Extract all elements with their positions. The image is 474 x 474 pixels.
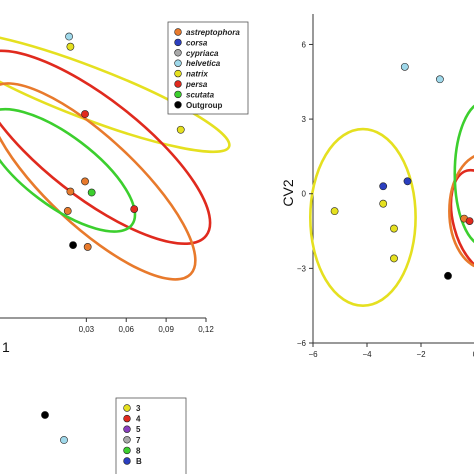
bottom-legend-label-8: 8 bbox=[136, 446, 141, 455]
left-point-natrix-3 bbox=[176, 125, 185, 134]
left-point-astreptophora-7 bbox=[63, 207, 72, 215]
left-x-ticks: 0,03 0,06 0,09 0,12 bbox=[79, 318, 214, 334]
bottom-legend-marker-B bbox=[123, 457, 131, 465]
left-legend-label-cypriaca: cypriaca bbox=[186, 49, 219, 58]
right-point-natrix-5 bbox=[330, 207, 339, 216]
right-point-natrix-4 bbox=[379, 199, 388, 208]
bottom-legend-marker-4 bbox=[123, 414, 131, 423]
left-x-axis-label: 1 bbox=[2, 339, 10, 355]
right-ellipses bbox=[309, 104, 474, 307]
left-legend-marker-natrix bbox=[174, 69, 182, 78]
left-legend-label-astreptophora: astreptophora bbox=[186, 28, 240, 37]
right-y-axis-label: CV2 bbox=[280, 179, 296, 206]
right-ticks: −6 −4 −2 0 6 3 0 −3 −6 bbox=[297, 40, 474, 359]
left-point-persa-8 bbox=[130, 205, 139, 214]
left-legend-label-persa: persa bbox=[185, 80, 208, 89]
right-y-tick-label-3: −3 bbox=[297, 264, 307, 273]
left-legend-marker-astreptophora bbox=[174, 28, 182, 36]
right-x-tick-label-0: −6 bbox=[308, 350, 318, 359]
right-point-corsa-3 bbox=[403, 177, 412, 186]
bottom-legend-marker-5 bbox=[123, 425, 131, 433]
left-point-astreptophora-5 bbox=[66, 187, 75, 196]
left-points bbox=[63, 32, 185, 251]
left-point-astreptophora-4 bbox=[81, 177, 89, 186]
bottom-legend-label-4: 4 bbox=[136, 415, 141, 424]
right-point-outgroup-10 bbox=[444, 271, 452, 280]
left-point-outgroup-10 bbox=[69, 241, 77, 249]
left-point-persa-2 bbox=[81, 110, 89, 118]
right-point-corsa-2 bbox=[379, 182, 388, 191]
right-point-helvetica-0 bbox=[400, 62, 409, 71]
left-legend-marker-helvetica bbox=[174, 59, 182, 67]
right-x-tick-label-3: 0 bbox=[473, 350, 474, 359]
right-point-helvetica-1 bbox=[435, 75, 444, 84]
right-ellipse-persa-1 bbox=[449, 168, 474, 274]
left-legend-label-scutata: scutata bbox=[186, 90, 215, 99]
bottom-legend-label-B: B bbox=[136, 457, 142, 466]
left-legend-marker-outgroup bbox=[174, 101, 182, 109]
left-x-tick-label-1: 0,06 bbox=[118, 325, 134, 334]
bottom-legend-marker-8 bbox=[123, 446, 131, 455]
left-legend-marker-scutata bbox=[174, 90, 182, 99]
left-x-tick-label-0: 0,03 bbox=[79, 325, 95, 334]
right-points bbox=[330, 62, 474, 280]
bottom-legend: 3 45 78 B bbox=[115, 397, 187, 474]
bottom-point-helvetica-1 bbox=[60, 436, 68, 444]
left-point-helvetica-0 bbox=[65, 32, 73, 41]
bottom-legend-label-5: 5 bbox=[136, 425, 141, 434]
bottom-legend-label-3: 3 bbox=[136, 404, 141, 413]
right-point-persa-9 bbox=[465, 217, 474, 225]
bottom-legend-marker-7 bbox=[123, 436, 131, 444]
left-ellipse-natrix-0 bbox=[0, 30, 231, 154]
bottom-panel: 3 45 78 B bbox=[41, 397, 187, 474]
left-legend-label-corsa: corsa bbox=[186, 38, 208, 47]
right-y-tick-label-2: 0 bbox=[302, 190, 307, 199]
right-x-tick-label-2: −2 bbox=[416, 350, 426, 359]
left-ellipse-scutata-3 bbox=[0, 107, 137, 233]
right-y-tick-label-4: −6 bbox=[297, 339, 307, 348]
left-point-astreptophora-9 bbox=[83, 243, 92, 251]
left-point-natrix-1 bbox=[66, 42, 75, 51]
left-ellipse-persa-1 bbox=[0, 49, 212, 246]
right-ellipse-scutata-3 bbox=[453, 104, 474, 244]
right-scatter-panel: −6 −4 −2 0 6 3 0 −3 −6 CV2 bbox=[280, 14, 474, 359]
right-x-tick-label-1: −4 bbox=[362, 350, 372, 359]
left-legend-label-natrix: natrix bbox=[186, 70, 208, 79]
bottom-point-outgroup-0 bbox=[41, 411, 49, 419]
right-point-natrix-6 bbox=[390, 224, 398, 233]
bottom-legend-label-7: 7 bbox=[136, 436, 141, 445]
bottom-points bbox=[41, 411, 68, 444]
right-y-tick-label-0: 6 bbox=[302, 40, 307, 49]
left-legend-box bbox=[167, 21, 249, 115]
bottom-legend-marker-3 bbox=[123, 404, 131, 412]
left-ellipses bbox=[0, 30, 231, 281]
right-point-natrix-7 bbox=[390, 254, 398, 263]
left-x-tick-label-3: 0,12 bbox=[198, 325, 214, 334]
left-legend-marker-cypriaca bbox=[174, 49, 182, 57]
left-point-scutata-6 bbox=[87, 188, 96, 197]
right-ellipse-natrix-0 bbox=[309, 127, 417, 307]
left-x-tick-label-2: 0,09 bbox=[158, 325, 174, 334]
left-legend-label-outgroup: Outgroup bbox=[186, 101, 223, 110]
left-legend-label-helvetica: helvetica bbox=[186, 59, 221, 68]
left-legend-marker-persa bbox=[174, 80, 182, 88]
right-y-tick-label-1: 3 bbox=[302, 115, 307, 124]
right-ellipse-astreptophora-2 bbox=[448, 155, 474, 268]
left-legend-marker-corsa bbox=[174, 38, 182, 47]
